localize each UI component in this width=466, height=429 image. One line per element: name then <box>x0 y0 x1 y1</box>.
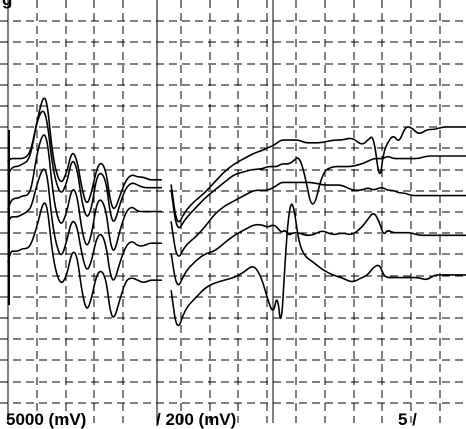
trace-line-1 <box>7 202 163 318</box>
trace-line-4 <box>170 155 466 229</box>
scale-label-mid: / 200 (mV) <box>156 410 237 429</box>
trace-line-5 <box>7 97 163 210</box>
trace-line-2 <box>7 168 163 281</box>
trace-line-3 <box>7 134 163 251</box>
trace-line-3 <box>170 181 466 257</box>
trace-line-4 <box>7 110 163 222</box>
trace-line-5 <box>170 126 466 223</box>
trace-line-1 <box>170 203 466 327</box>
top-left-label: g <box>2 0 12 8</box>
scale-label-right: 5 / <box>398 410 417 429</box>
trace-line-2 <box>170 213 466 286</box>
scale-label-left: 5000 (mV) <box>6 410 87 429</box>
trace-group <box>7 97 466 327</box>
